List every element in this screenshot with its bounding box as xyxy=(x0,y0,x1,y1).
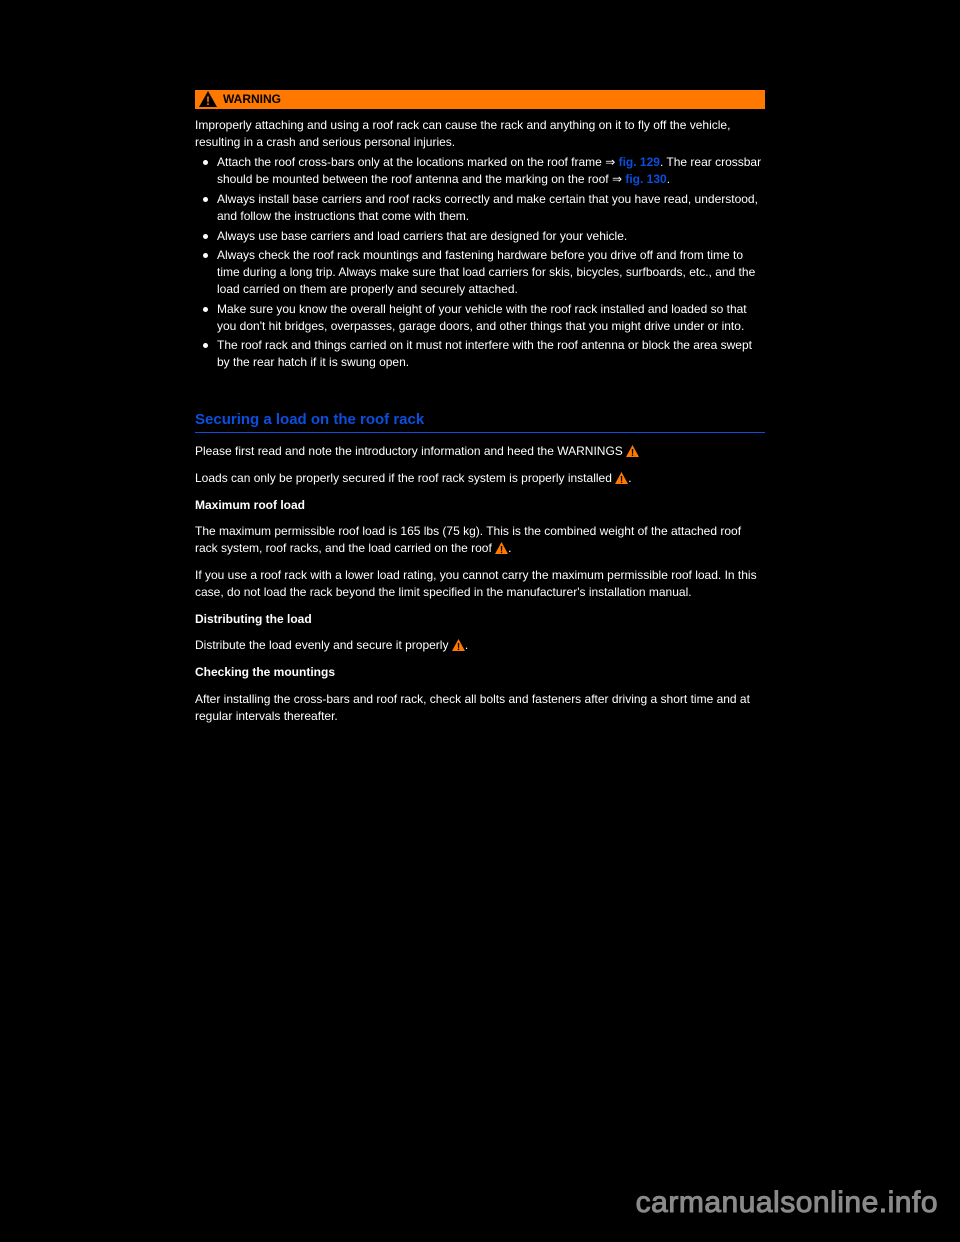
section-paragraph: The maximum permissible roof load is 165… xyxy=(195,523,765,557)
warning-icon: ! xyxy=(452,639,465,651)
svg-text:!: ! xyxy=(457,642,460,651)
bullet-text: Always install base carriers and roof ra… xyxy=(217,192,758,223)
page-content: ! WARNING Improperly attaching and using… xyxy=(0,0,960,725)
subheading: Maximum roof load xyxy=(195,497,765,514)
paragraph-text-post: . xyxy=(508,541,511,555)
section-paragraph: After installing the cross-bars and roof… xyxy=(195,691,765,725)
bullet-item: Always check the roof rack mountings and… xyxy=(195,247,765,297)
bullet-item: Always use base carriers and load carrie… xyxy=(195,228,765,245)
bullet-text: Always use base carriers and load carrie… xyxy=(217,229,627,243)
bullet-text-pre: Attach the roof cross-bars only at the l… xyxy=(217,155,619,169)
subheading-text: Maximum roof load xyxy=(195,498,305,512)
fig-link[interactable]: fig. 130 xyxy=(625,172,666,186)
bullet-item: Always install base carriers and roof ra… xyxy=(195,191,765,225)
section-paragraph: Loads can only be properly secured if th… xyxy=(195,470,765,487)
warning-icon: ! xyxy=(615,472,628,484)
paragraph-text: Distribute the load evenly and secure it… xyxy=(195,638,452,652)
bullet-text: Always check the roof rack mountings and… xyxy=(217,248,755,296)
section-body: Please first read and note the introduct… xyxy=(195,443,765,725)
bullet-item: Make sure you know the overall height of… xyxy=(195,301,765,335)
section-title: Securing a load on the roof rack xyxy=(195,409,765,433)
svg-text:!: ! xyxy=(631,448,634,457)
bullet-item: Attach the roof cross-bars only at the l… xyxy=(195,154,765,188)
section-paragraph: Distribute the load evenly and secure it… xyxy=(195,637,765,654)
subheading-text: Checking the mountings xyxy=(195,665,335,679)
warning-icon: ! xyxy=(626,445,639,457)
section-paragraph: Please first read and note the introduct… xyxy=(195,443,765,460)
warning-banner: ! WARNING xyxy=(195,90,765,109)
warning-label: WARNING xyxy=(223,91,281,108)
warning-bullet-list: Attach the roof cross-bars only at the l… xyxy=(195,154,765,371)
svg-text:!: ! xyxy=(500,545,503,554)
bullet-item: The roof rack and things carried on it m… xyxy=(195,337,765,371)
paragraph-text-post: . xyxy=(465,638,468,652)
svg-text:!: ! xyxy=(620,475,623,484)
paragraph-text-post: . xyxy=(628,471,631,485)
warning-icon: ! xyxy=(495,542,508,554)
watermark: carmanualsonline.info xyxy=(636,1182,938,1224)
fig-link[interactable]: fig. 129 xyxy=(619,155,660,169)
bullet-text-post2: . xyxy=(667,172,670,186)
section-paragraph: If you use a roof rack with a lower load… xyxy=(195,567,765,601)
bullet-text: The roof rack and things carried on it m… xyxy=(217,338,752,369)
subheading: Distributing the load xyxy=(195,611,765,628)
bullet-text: Make sure you know the overall height of… xyxy=(217,302,747,333)
paragraph-text: The maximum permissible roof load is 165… xyxy=(195,524,741,555)
svg-text:!: ! xyxy=(206,94,210,107)
warning-triangle-icon: ! xyxy=(199,91,217,107)
paragraph-text: Please first read and note the introduct… xyxy=(195,444,626,458)
warning-intro: Improperly attaching and using a roof ra… xyxy=(195,117,765,151)
subheading-text: Distributing the load xyxy=(195,612,312,626)
subheading: Checking the mountings xyxy=(195,664,765,681)
paragraph-text: Loads can only be properly secured if th… xyxy=(195,471,615,485)
